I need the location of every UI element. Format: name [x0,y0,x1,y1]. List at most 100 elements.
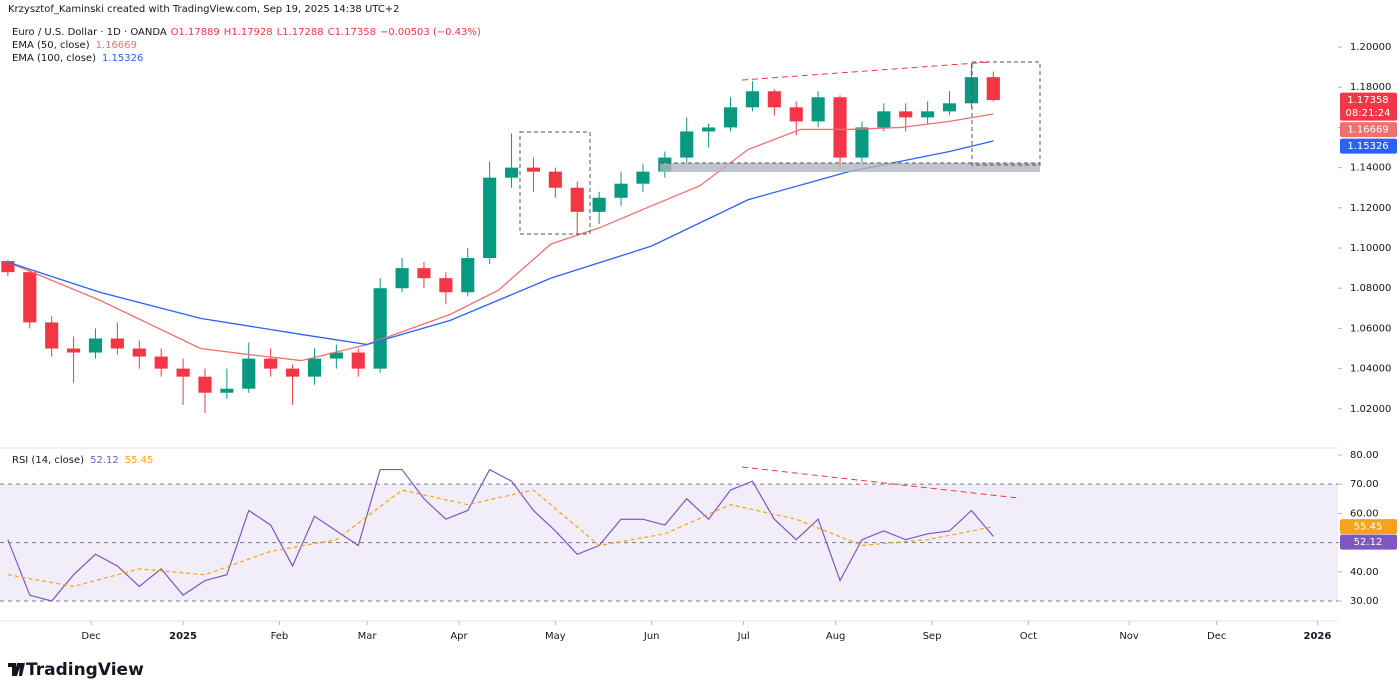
y-tick-label: 1.06000 [1350,323,1391,334]
x-tick-label: Mar [358,631,378,642]
candle-body [242,358,256,389]
candle-body [855,127,869,158]
candle-body [132,348,146,357]
x-tick-label: Sep [923,631,942,642]
legend-value: 55.45 [125,455,154,466]
x-tick-label: Apr [450,631,468,642]
candle-body [680,131,694,158]
y-tick-label: 80.00 [1350,450,1379,461]
trend-line [741,466,1019,499]
candle-body [921,111,935,118]
candle-body [1,261,15,273]
legend-name: EMA (100, close) [12,53,96,64]
trend-line [741,61,991,81]
price-tag [1340,122,1397,138]
candle-body [198,376,212,393]
x-tick-label: Jun [643,631,660,642]
candle-body [220,388,234,393]
x-tick-label: Aug [826,631,846,642]
candle-body [351,352,365,369]
candle-body [636,171,650,184]
symbol: Euro / U.S. Dollar · 1D · OANDA [12,27,167,38]
y-tick-label: 1.14000 [1350,163,1391,174]
legend-value: 52.12 [90,455,119,466]
x-tick-label: Nov [1119,631,1139,642]
x-tick-label: Oct [1020,631,1037,642]
logo-icon [8,663,25,676]
rsi-line [7,489,994,588]
y-tick-label: 1.18000 [1350,82,1391,93]
y-tick-label: 40.00 [1350,567,1379,578]
range-box [971,61,1041,166]
ohlc-value: C1.17358 [328,27,376,38]
candle-body [461,258,475,293]
candle-body [548,171,562,188]
price-tag-label: 1.16669 [1347,125,1388,136]
price-tag-label: 55.45 [1354,522,1383,533]
candle-body [176,368,190,377]
candle-body [88,338,103,353]
legend-value: 1.16669 [96,40,137,51]
legend-entry: RSI (14, close) 52.12 55.45 [12,455,153,466]
candle-body [570,187,584,212]
price-tag-label: 1.17358 [1347,95,1388,106]
price-tag-label: 52.12 [1354,537,1383,548]
candle-body [811,97,825,122]
price-tag [1340,519,1397,535]
candle-body [307,358,322,377]
candle-body [877,111,891,128]
candle-body [986,77,1000,101]
candle-body [526,167,541,172]
candle-body [110,338,124,349]
candle-body [23,272,37,323]
y-tick-label: 30.00 [1350,596,1379,607]
x-tick-label: Dec [1207,631,1226,642]
y-tick-label: 1.12000 [1350,203,1391,214]
y-tick-label: 1.04000 [1350,364,1391,375]
candle-body [745,91,760,108]
logo: TradingView [26,660,144,680]
candle-body [154,356,168,369]
legend-value: 1.15326 [102,53,143,64]
legend-entry: EMA (100, close) 1.15326 [12,53,143,64]
candle-body [417,268,431,279]
x-tick-label: Jul [737,631,750,642]
x-tick-label: May [545,631,566,642]
price-tag [1340,92,1397,121]
candle-body [395,268,409,289]
candle-body [264,358,278,369]
ohlc-value: O1.17889 [171,27,220,38]
candle-body [833,97,847,158]
y-tick-label: 1.10000 [1350,243,1391,254]
legend-name: EMA (50, close) [12,40,90,51]
y-tick-label: 1.20000 [1350,42,1391,53]
y-tick-label: 1.08000 [1350,283,1391,294]
candle-body [45,322,59,349]
x-tick-label: Dec [81,631,100,642]
candle-body [67,348,81,353]
legend-entry: EMA (50, close) 1.16669 [12,40,137,51]
candle-body [592,197,606,212]
candle-body [702,127,716,132]
y-tick-label: 70.00 [1350,479,1379,490]
countdown: 08:21:24 [1346,108,1391,119]
plot-layer: 1.02000 1.04000 1.06000 1.08000 1.10000 1.120… [0,42,1391,642]
candle-body [789,107,803,122]
price-tag [1340,138,1397,154]
candle-body [285,368,300,377]
candle-body [504,167,519,178]
ohlc-value: H1.17928 [224,27,273,38]
credit: Krzysztof_Kaminski created with TradingV… [8,4,400,15]
change: −0.00503 (−0.43%) [380,27,481,38]
x-tick-label: 2026 [1303,631,1331,642]
candle-body [964,77,978,104]
price-tag [1340,534,1397,550]
candle-body [942,103,957,112]
x-tick-label: 2025 [169,631,197,642]
support-zone [660,163,1040,172]
ema-line [7,113,994,362]
y-tick-label: 60.00 [1350,508,1379,519]
candle-body [899,111,913,118]
candle-body [723,107,738,128]
